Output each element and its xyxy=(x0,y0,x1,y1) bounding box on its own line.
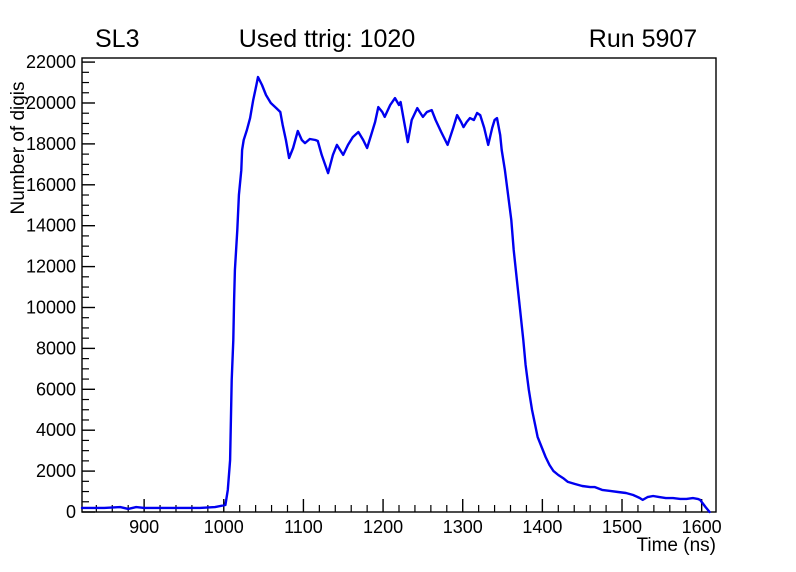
y-tick-label: 22000 xyxy=(26,52,76,72)
x-tick-label: 1500 xyxy=(602,517,642,537)
y-tick-label: 8000 xyxy=(36,338,76,358)
x-axis-title: Time (ns) xyxy=(636,535,716,556)
x-tick-label: 1100 xyxy=(284,517,323,537)
y-tick-label: 20000 xyxy=(26,93,76,113)
y-axis-title: Number of digis xyxy=(8,81,29,214)
series-timebox xyxy=(80,75,711,514)
pad-title-left: SL3 xyxy=(95,25,139,53)
plot-frame xyxy=(81,57,717,513)
axis-tick-labels: 900 1000 1100 1200 1300 1400 1500 1600020004000… xyxy=(26,52,722,537)
axis-ticks xyxy=(82,61,703,513)
x-tick-label: 1400 xyxy=(522,517,562,537)
x-tick-label: 900 xyxy=(129,517,159,537)
y-tick-label: 10000 xyxy=(26,297,76,317)
pad-title-right: Run 5907 xyxy=(589,25,697,53)
y-tick-label: 6000 xyxy=(36,379,76,399)
y-tick-label: 2000 xyxy=(36,461,76,481)
y-tick-label: 4000 xyxy=(36,420,76,440)
timebox-line xyxy=(80,75,711,514)
pad-title-center: Used ttrig: 1020 xyxy=(239,25,416,53)
y-tick-label: 18000 xyxy=(26,134,76,154)
y-tick-label: 16000 xyxy=(26,175,76,195)
x-tick-label: 1000 xyxy=(204,517,244,537)
x-tick-label: 1200 xyxy=(363,517,403,537)
x-tick-label: 1300 xyxy=(443,517,483,537)
y-tick-label: 14000 xyxy=(26,216,76,236)
y-tick-label: 0 xyxy=(66,502,76,522)
x-tick-label: 1600 xyxy=(682,517,722,537)
y-tick-label: 12000 xyxy=(26,257,76,277)
